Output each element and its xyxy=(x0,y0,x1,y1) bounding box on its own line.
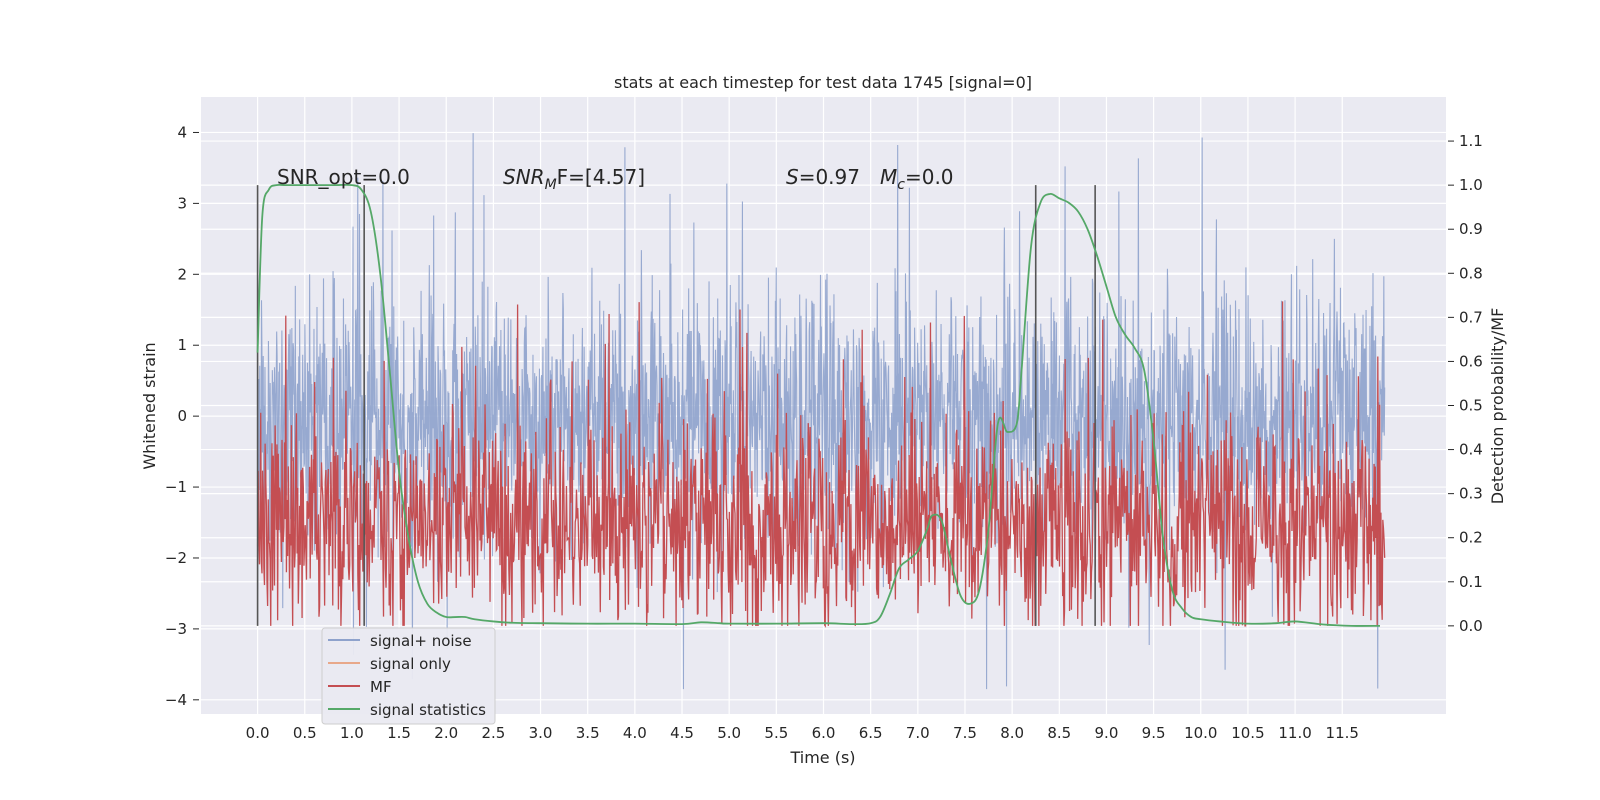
x-tick-label: 6.0 xyxy=(812,724,836,742)
legend-label-mf: MF xyxy=(370,678,392,696)
y-right-tick-label: 0.1 xyxy=(1459,573,1483,591)
x-tick-label: 0.5 xyxy=(293,724,317,742)
x-tick-label: 2.0 xyxy=(434,724,458,742)
x-tick-label: 6.5 xyxy=(859,724,883,742)
x-tick-label: 7.5 xyxy=(953,724,977,742)
x-tick-label: 7.0 xyxy=(906,724,930,742)
x-tick-label: 10.5 xyxy=(1231,724,1264,742)
y-right-tick-label: 1.1 xyxy=(1459,132,1483,150)
y-left-tick-label: 3 xyxy=(177,194,187,212)
x-tick-label: 9.5 xyxy=(1142,724,1166,742)
left-y-axis-label: Whitened strain xyxy=(140,342,159,469)
right-y-axis-label: Detection probability/MF xyxy=(1488,308,1507,505)
x-tick-label: 9.0 xyxy=(1095,724,1119,742)
legend: signal+ noise signal only MF signal stat… xyxy=(321,627,496,725)
y-right-tick-label: 0.3 xyxy=(1459,485,1483,503)
x-tick-label: 1.5 xyxy=(387,724,411,742)
x-tick-label: 2.5 xyxy=(481,724,505,742)
annotation-mc: Mc=0.0 xyxy=(880,165,954,193)
y-left-tick-label: −2 xyxy=(165,549,187,567)
legend-label-signal-noise: signal+ noise xyxy=(370,632,472,650)
x-tick-label: 8.5 xyxy=(1047,724,1071,742)
y-right-tick-label: 0.4 xyxy=(1459,441,1483,459)
annotation-snr-mf: SNRMF=[4.57] xyxy=(503,165,645,193)
mf-series xyxy=(256,301,1386,628)
signal-noise-line xyxy=(257,133,1386,690)
y-right-tick-label: 0.6 xyxy=(1459,352,1483,370)
x-tick-label: 10.0 xyxy=(1184,724,1217,742)
x-axis-label: Time (s) xyxy=(789,748,855,767)
y-left-tick-label: 1 xyxy=(177,336,187,354)
x-tick-label: 4.0 xyxy=(623,724,647,742)
signal-statistics-series xyxy=(256,183,1380,627)
y-right-tick-label: 1.0 xyxy=(1459,176,1483,194)
annotation-s: S=0.97 xyxy=(786,165,860,189)
legend-label-signal-only: signal only xyxy=(370,655,451,673)
y-right-tick-label: 0.0 xyxy=(1459,617,1483,635)
y-right-tick-label: 0.5 xyxy=(1459,397,1483,415)
mf-line xyxy=(256,301,1386,628)
y-left-tick-label: 0 xyxy=(177,407,187,425)
y-left-tick-label: −4 xyxy=(165,691,187,709)
x-tick-label: 11.5 xyxy=(1326,724,1359,742)
y-left-tick-label: 2 xyxy=(177,265,187,283)
signal-noise-series xyxy=(257,133,1386,690)
x-tick-label: 1.0 xyxy=(340,724,364,742)
y-right-tick-label: 0.9 xyxy=(1459,220,1483,238)
right-y-axis-ticks: 1.1 1.0 0.9 0.8 0.7 0.6 0.5 0.4 0.3 0.2 0.1 0.0 xyxy=(1448,132,1483,635)
y-left-tick-label: −3 xyxy=(165,620,187,638)
y-left-tick-label: 4 xyxy=(177,123,187,141)
y-left-tick-label: −1 xyxy=(165,478,187,496)
chart-title: stats at each timestep for test data 174… xyxy=(614,73,1032,92)
signal-statistics-line xyxy=(256,183,1380,627)
x-tick-label: 8.0 xyxy=(1000,724,1024,742)
y-right-tick-label: 0.8 xyxy=(1459,264,1483,282)
y-right-tick-label: 0.7 xyxy=(1459,308,1483,326)
y-right-tick-label: 0.2 xyxy=(1459,529,1483,547)
x-tick-label: 5.5 xyxy=(764,724,788,742)
vertical-markers xyxy=(256,185,1096,626)
x-tick-label: 4.5 xyxy=(670,724,694,742)
x-axis-ticks: 0.0 0.5 1.0 1.5 2.0 2.5 3.0 3.5 4.0 4.5 5.0 5.5 6.0 6… xyxy=(246,724,1359,742)
annotation-snr-opt: SNR_opt=0.0 xyxy=(277,165,410,189)
x-tick-label: 5.0 xyxy=(717,724,741,742)
x-tick-label: 3.0 xyxy=(529,724,553,742)
legend-label-signal-statistics: signal statistics xyxy=(370,701,486,719)
legend-box xyxy=(321,627,496,725)
x-tick-label: 11.0 xyxy=(1278,724,1311,742)
x-tick-label: 3.5 xyxy=(576,724,600,742)
left-y-axis-ticks: 4 3 2 1 0 −1 −2 −3 −4 xyxy=(165,123,199,709)
x-tick-label: 0.0 xyxy=(246,724,270,742)
